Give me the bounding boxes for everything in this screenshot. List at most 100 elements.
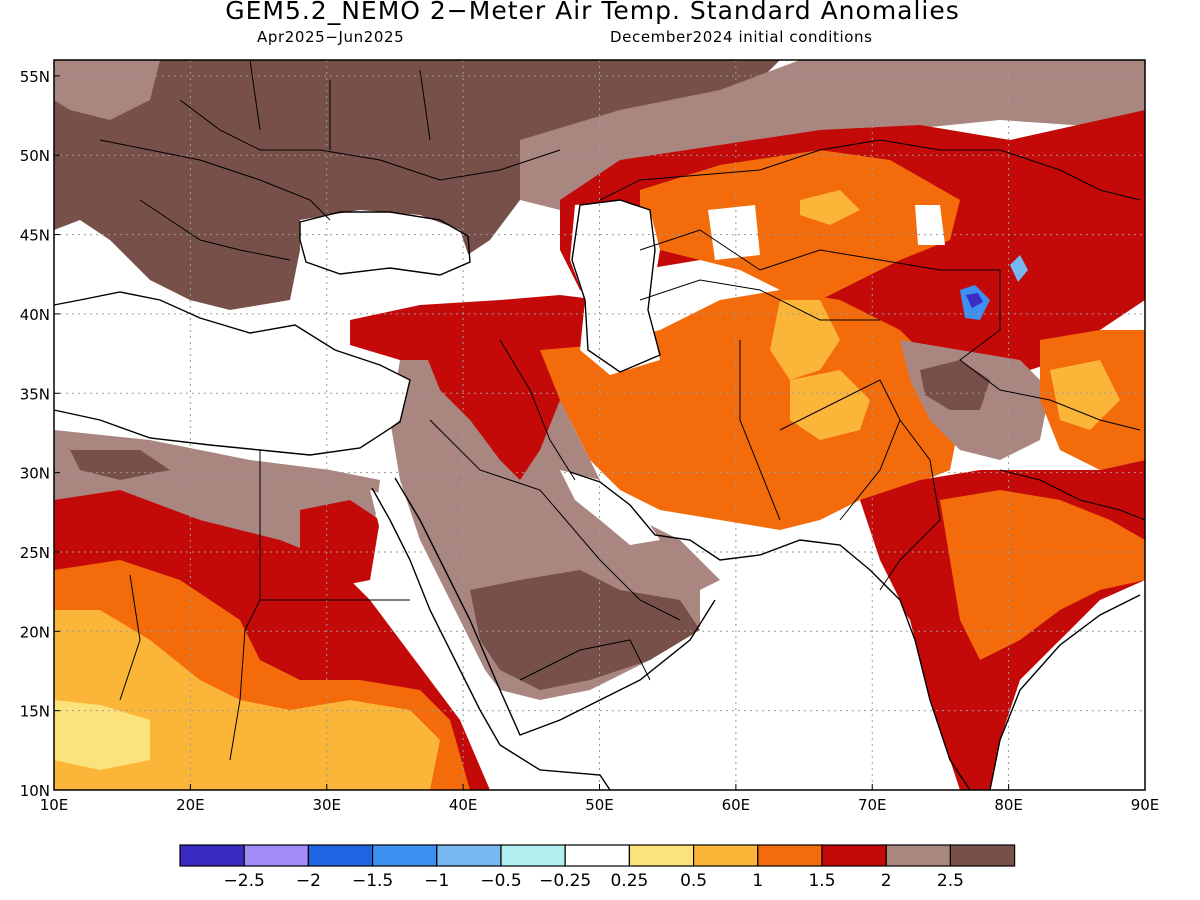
colorbar-label: −1.5	[352, 871, 393, 891]
colorbar-swatch	[500, 844, 566, 867]
region-kazakh-yellow	[800, 190, 860, 225]
colorbar-swatch	[692, 844, 759, 867]
colorbar: −2.5 −2 −1.5 −1 −0.5 −0.25 0.25 0.5 1 1.5 2 2.5	[179, 844, 1016, 891]
colorbar-swatch	[372, 844, 438, 867]
colorbar-label: 1.5	[808, 871, 835, 891]
lat-tick-label: 25N	[20, 544, 50, 562]
border-pak-india	[879, 419, 941, 591]
colorbar-swatch	[757, 844, 823, 867]
border-europe-b	[179, 99, 561, 181]
region-tibet-dark	[920, 360, 990, 410]
border-sudan-chad	[229, 599, 261, 761]
lon-tick-label: 70E	[858, 796, 887, 814]
coast-africa-horn	[499, 744, 611, 791]
persian-gulf	[560, 470, 660, 545]
border-turkmen	[639, 279, 880, 321]
border-kazakh	[639, 229, 1000, 271]
border-europe-c	[139, 199, 291, 261]
colorbar-label: −0.25	[539, 871, 591, 891]
border-niger-chad	[119, 574, 141, 701]
border-china-west	[959, 270, 1141, 431]
coast-red-sea-west	[371, 487, 501, 746]
colorbar-label: −2	[296, 871, 321, 891]
lat-tick-label: 40N	[20, 306, 50, 324]
colorbar-label: −1	[424, 871, 449, 891]
lon-tick-label: 90E	[1131, 796, 1160, 814]
colorbar-label: 0.5	[680, 871, 707, 891]
region-arabia-dark	[470, 570, 700, 690]
black-sea	[300, 210, 470, 275]
border-yemen-oman	[519, 639, 651, 681]
lon-tick-label: 80E	[994, 796, 1023, 814]
colorbar-swatch	[628, 844, 695, 867]
lon-tick-label: 10E	[40, 796, 69, 814]
colorbar-swatch	[885, 844, 952, 867]
lon-tick-label: 60E	[722, 796, 751, 814]
lat-axis: 10N 15N 20N 25N 30N 35N 40N 45N 50N 55N	[20, 68, 60, 800]
border-iran-afghan	[739, 340, 781, 521]
colorbar-swatch	[179, 844, 245, 867]
region-europe-light	[54, 60, 160, 120]
lon-tick-label: 40E	[449, 796, 478, 814]
coast-india-east	[989, 594, 1141, 791]
lat-tick-label: 55N	[20, 68, 50, 86]
region-central-asia-orange	[640, 150, 960, 300]
coast-mediterranean	[53, 291, 411, 456]
border-libya-egypt	[259, 450, 410, 601]
bay-of-bengal	[1000, 600, 1145, 790]
lon-tick-label: 30E	[312, 796, 341, 814]
lon-tick-label: 20E	[176, 796, 205, 814]
coast-red-sea-east	[394, 477, 716, 736]
lat-tick-label: 30N	[20, 465, 50, 483]
lon-tick-label: 50E	[585, 796, 614, 814]
red-sea	[370, 490, 500, 730]
lat-tick-label: 20N	[20, 623, 50, 641]
border-afghan-pak	[779, 379, 901, 521]
colorbar-swatch	[821, 844, 887, 867]
lat-tick-label: 15N	[20, 703, 50, 721]
borders	[99, 59, 1146, 761]
mediterranean-sea	[54, 290, 410, 460]
colorbar-label: −2.5	[224, 871, 265, 891]
colorbar-swatch	[307, 844, 374, 867]
colorbar-swatch	[949, 844, 1016, 867]
caspian-sea	[570, 200, 660, 375]
initial-conditions: December2024 initial conditions	[610, 28, 873, 46]
region-sahel-yellow	[54, 610, 440, 790]
colorbar-label: −0.5	[480, 871, 521, 891]
forecast-period: Apr2025−Jun2025	[257, 28, 405, 46]
lat-tick-label: 10N	[20, 782, 50, 800]
border-europe-a	[99, 139, 331, 221]
coast-persian-gulf	[569, 471, 971, 791]
coastlines	[53, 199, 1141, 791]
border-saudi	[429, 419, 681, 621]
colorbar-label: 0.25	[610, 871, 648, 891]
lat-tick-label: 35N	[20, 385, 50, 403]
lon-axis: 10E 20E 30E 40E 50E 60E 70E 80E 90E	[40, 784, 1160, 814]
region-cold-spot-2	[1010, 255, 1028, 282]
region-sahel-paleyellow	[54, 700, 150, 770]
border-kaz-russia	[599, 139, 1141, 201]
arabian-sea	[520, 560, 960, 790]
coast-caspian	[571, 199, 661, 373]
border-iran-iraq	[499, 339, 576, 481]
aral-sea	[708, 205, 760, 260]
colorbar-label: 2	[881, 871, 892, 891]
region-tibet-yellow	[1050, 360, 1120, 430]
region-india-orange	[940, 490, 1145, 660]
region-cold-core	[966, 293, 983, 308]
map-title: GEM5.2_NEMO 2−Meter Air Temp. Standard A…	[225, 0, 960, 25]
colorbar-label: 1	[752, 871, 763, 891]
colorbar-label: 2.5	[937, 871, 964, 891]
lat-tick-label: 50N	[20, 147, 50, 165]
colorbar-swatch	[564, 844, 631, 867]
colorbar-swatch	[243, 844, 309, 867]
lat-tick-label: 45N	[20, 227, 50, 245]
border-nepal	[999, 469, 1146, 521]
balkhash-lake	[915, 205, 945, 245]
region-egypt-red	[300, 500, 380, 590]
coast-black-sea	[299, 211, 471, 276]
border-europe-d	[249, 59, 431, 150]
region-arabia-red	[420, 340, 560, 480]
